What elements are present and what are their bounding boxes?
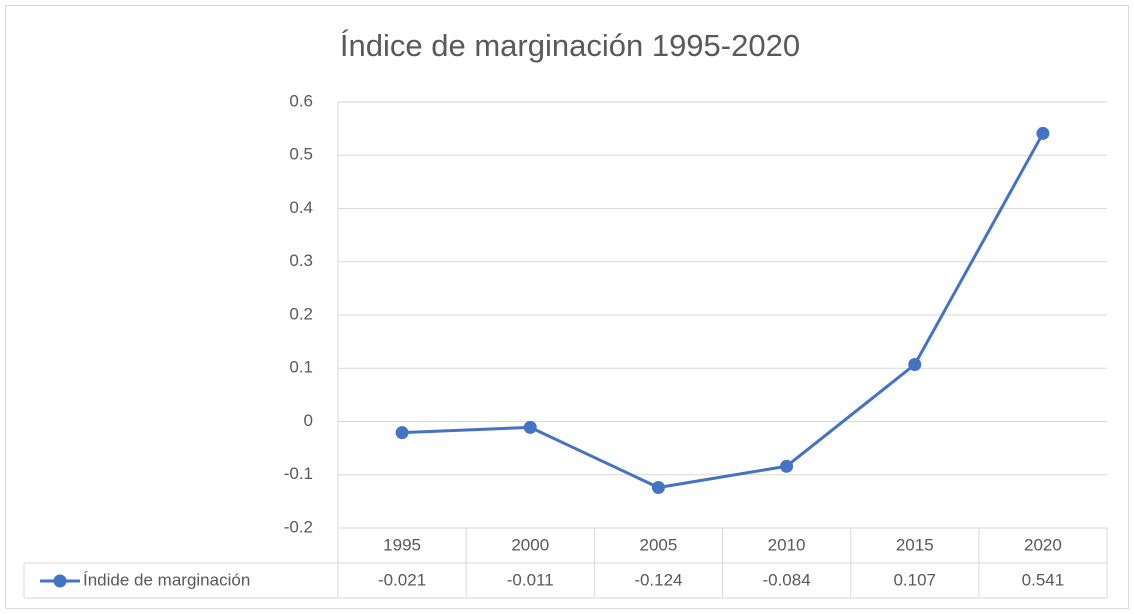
- y-tick-label: 0.5: [289, 145, 313, 164]
- table-value: -0.011: [507, 570, 554, 589]
- legend-marker: [53, 574, 67, 588]
- data-point: [908, 358, 922, 372]
- y-tick-label: 0.2: [289, 304, 313, 323]
- data-point: [651, 481, 665, 495]
- x-tick-label: 2005: [640, 535, 678, 554]
- y-tick-label: 0.1: [289, 358, 313, 377]
- x-tick-label: 2015: [896, 535, 934, 554]
- data-point: [780, 459, 794, 473]
- x-tick-label: 1995: [383, 535, 421, 554]
- y-tick-label: 0.3: [289, 251, 313, 270]
- table-value: -0.124: [634, 570, 682, 589]
- y-tick-label: 0: [304, 411, 313, 430]
- y-tick-label: 0.4: [289, 198, 313, 217]
- x-tick-label: 2000: [511, 535, 549, 554]
- chart-title: Índice de marginación 1995-2020: [340, 28, 800, 63]
- chart-border: [5, 5, 1129, 609]
- data-point: [523, 420, 537, 434]
- y-tick-label: 0.6: [289, 91, 313, 110]
- table-value: -0.084: [762, 570, 810, 589]
- legend-label: Índide de marginación: [83, 570, 250, 589]
- series-line: [402, 132, 1045, 490]
- x-tick-label: 2020: [1024, 535, 1062, 554]
- y-tick-label: -0.2: [284, 517, 313, 536]
- data-point: [1036, 126, 1050, 140]
- table-value: -0.021: [378, 570, 426, 589]
- y-tick-label: -0.1: [284, 464, 313, 483]
- data-point: [395, 426, 409, 440]
- x-tick-label: 2010: [768, 535, 806, 554]
- table-value: 0.107: [893, 570, 936, 589]
- table-value: 0.541: [1022, 570, 1065, 589]
